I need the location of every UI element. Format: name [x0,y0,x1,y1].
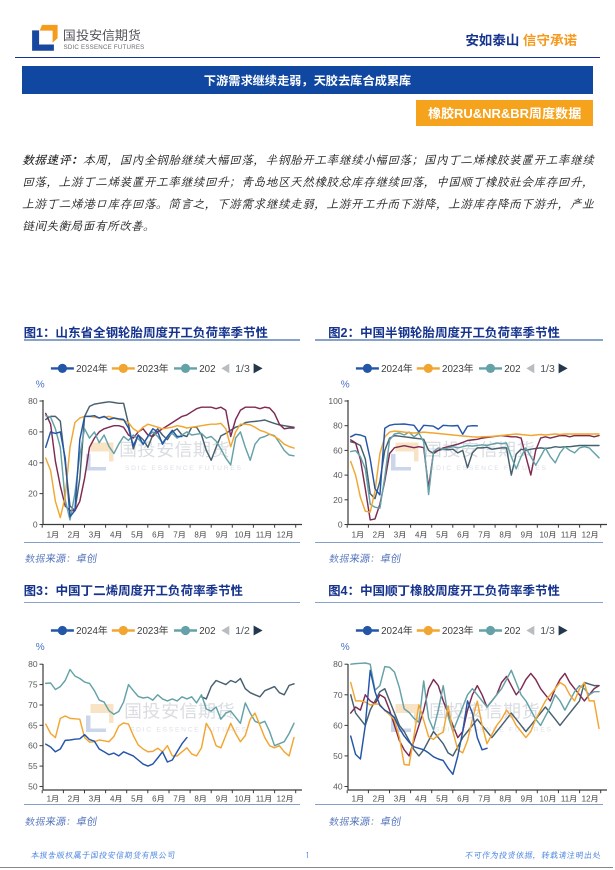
svg-text:70: 70 [28,700,38,710]
svg-text:2月: 2月 [373,531,385,540]
svg-text:2023年: 2023年 [442,363,474,375]
svg-text:65: 65 [28,720,38,730]
svg-text:80: 80 [28,659,38,669]
svg-text:20: 20 [333,495,343,505]
svg-text:11月: 11月 [561,795,577,804]
svg-text:5月: 5月 [436,795,448,804]
svg-text:1月: 1月 [47,531,59,540]
svg-text:5月: 5月 [436,531,448,540]
svg-text:100: 100 [328,396,342,406]
svg-text:40: 40 [333,782,343,792]
svg-text:3月: 3月 [394,795,406,804]
svg-text:3月: 3月 [394,531,406,540]
svg-text:40: 40 [333,470,343,480]
svg-text:80: 80 [333,659,343,669]
svg-text:12月: 12月 [277,531,294,540]
svg-text:SDIC ESSENCE FUTURES: SDIC ESSENCE FUTURES [130,727,248,734]
svg-text:20: 20 [28,489,38,499]
svg-text:2月: 2月 [68,795,80,804]
svg-text:9月: 9月 [216,531,228,540]
svg-text:5月: 5月 [131,795,143,804]
svg-text:80: 80 [333,421,343,431]
svg-text:75: 75 [28,680,38,690]
svg-text:60: 60 [333,445,343,455]
svg-text:9月: 9月 [521,531,533,540]
svg-text:10月: 10月 [234,531,251,540]
svg-text:1月: 1月 [352,531,364,540]
svg-text:2月: 2月 [373,795,385,804]
svg-text:2023年: 2023年 [137,625,169,637]
svg-text:4月: 4月 [415,531,427,540]
svg-text:80: 80 [28,396,38,406]
svg-text:1/3: 1/3 [540,363,555,375]
svg-text:8月: 8月 [499,531,511,540]
svg-text:10月: 10月 [234,795,251,804]
svg-text:12月: 12月 [277,795,294,804]
svg-text:SDIC ESSENCE FUTURES: SDIC ESSENCE FUTURES [430,465,548,472]
svg-text:8月: 8月 [194,795,206,804]
svg-text:11月: 11月 [256,795,272,804]
svg-text:2024年: 2024年 [381,363,413,375]
svg-text:1/3: 1/3 [235,363,250,375]
svg-text:10月: 10月 [539,531,556,540]
svg-text:4月: 4月 [110,795,122,804]
svg-text:0: 0 [338,520,343,530]
svg-text:%: % [36,380,45,391]
svg-text:202: 202 [504,626,520,637]
svg-text:202: 202 [504,364,520,375]
svg-text:70: 70 [333,690,343,700]
svg-text:1月: 1月 [47,795,59,804]
svg-text:202: 202 [199,364,215,375]
svg-text:SDIC ESSENCE FUTURES: SDIC ESSENCE FUTURES [435,727,553,734]
svg-text:9月: 9月 [521,795,533,804]
svg-text:3月: 3月 [89,531,101,540]
svg-text:SDIC ESSENCE FUTURES: SDIC ESSENCE FUTURES [125,465,243,472]
svg-text:7月: 7月 [478,531,490,540]
svg-text:4月: 4月 [415,795,427,804]
svg-text:7月: 7月 [478,795,490,804]
svg-text:国投安信期货: 国投安信期货 [124,702,235,722]
svg-text:2024年: 2024年 [76,363,108,375]
svg-text:6月: 6月 [457,795,469,804]
svg-text:11月: 11月 [561,531,577,540]
svg-text:50: 50 [333,751,343,761]
svg-text:202: 202 [199,626,215,637]
svg-text:10月: 10月 [539,795,556,804]
svg-text:8月: 8月 [499,795,511,804]
svg-text:50: 50 [28,782,38,792]
svg-text:3月: 3月 [89,795,101,804]
svg-text:5月: 5月 [131,531,143,540]
svg-text:4月: 4月 [110,531,122,540]
svg-text:8月: 8月 [194,531,206,540]
svg-text:2024年: 2024年 [76,625,108,637]
svg-text:2024年: 2024年 [381,625,413,637]
svg-text:%: % [341,642,350,653]
svg-text:1/2: 1/2 [235,625,250,637]
svg-text:6月: 6月 [152,531,164,540]
svg-text:2023年: 2023年 [137,363,169,375]
svg-text:6月: 6月 [152,795,164,804]
svg-text:7月: 7月 [173,795,185,804]
svg-text:60: 60 [333,720,343,730]
svg-text:%: % [36,642,45,653]
svg-text:%: % [341,380,350,391]
svg-text:2月: 2月 [68,531,80,540]
svg-text:9月: 9月 [216,795,228,804]
svg-text:12月: 12月 [582,795,599,804]
svg-text:2023年: 2023年 [442,625,474,637]
svg-text:40: 40 [28,458,38,468]
svg-text:0: 0 [33,520,38,530]
svg-text:12月: 12月 [582,531,599,540]
svg-text:1/3: 1/3 [540,625,555,637]
svg-text:60: 60 [28,741,38,751]
svg-text:11月: 11月 [256,531,272,540]
svg-text:7月: 7月 [173,531,185,540]
svg-text:60: 60 [28,427,38,437]
svg-text:55: 55 [28,761,38,771]
svg-text:6月: 6月 [457,531,469,540]
svg-text:1月: 1月 [352,795,364,804]
